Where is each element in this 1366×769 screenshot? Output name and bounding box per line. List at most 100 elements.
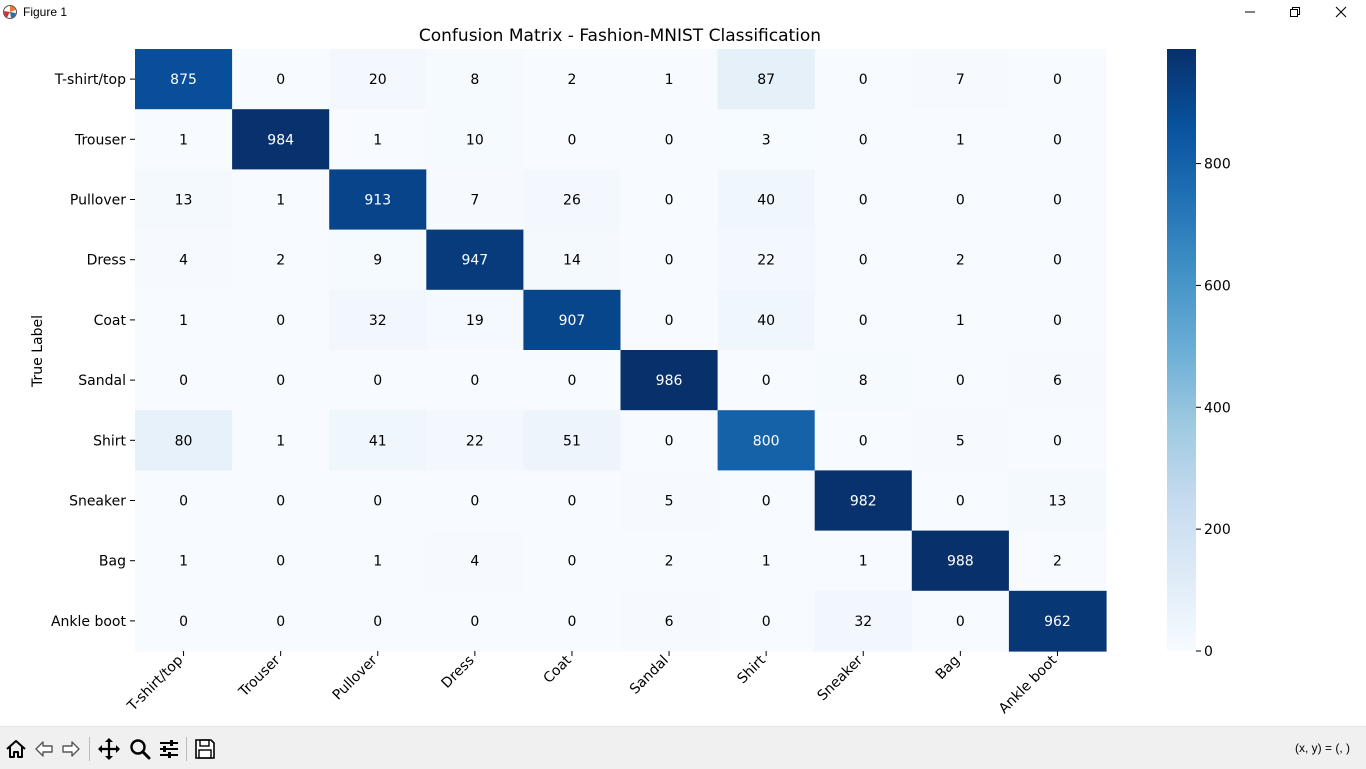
heatmap-cell <box>523 169 622 231</box>
y-tick-label: Shirt <box>93 433 126 449</box>
heatmap-cell <box>1008 229 1107 291</box>
forward-button[interactable] <box>58 736 84 762</box>
y-tick-label: Sandal <box>78 373 126 389</box>
cell-value-label: 40 <box>757 313 775 329</box>
configure-subplots-button[interactable] <box>156 736 182 762</box>
heatmap-cell <box>329 229 427 291</box>
cell-value-label: 8 <box>470 72 479 88</box>
heatmap-cell <box>620 590 719 652</box>
colorbar-tick-label: 800 <box>1204 157 1231 173</box>
cell-value-label: 988 <box>947 554 974 570</box>
cell-value-label: 20 <box>369 72 387 88</box>
cell-value-label: 2 <box>276 253 285 269</box>
cell-value-label: 0 <box>276 72 285 88</box>
cell-value-label: 0 <box>1053 253 1062 269</box>
configure-subplots-icon <box>160 740 178 758</box>
close-icon <box>1335 6 1347 18</box>
back-icon <box>35 741 53 757</box>
cell-value-label: 0 <box>956 494 965 510</box>
cell-value-label: 80 <box>175 433 193 449</box>
minimize-button[interactable] <box>1227 0 1273 24</box>
cell-value-label: 1 <box>179 132 188 148</box>
navigation-toolbar: (x, y) = (, ) <box>0 726 1366 769</box>
chart-title: Confusion Matrix - Fashion-MNIST Classif… <box>419 26 821 46</box>
forward-icon <box>62 741 80 757</box>
heatmap-cell <box>523 530 622 592</box>
y-axis-label: True Label <box>30 315 46 388</box>
cell-value-label: 13 <box>175 193 193 209</box>
cell-value-label: 0 <box>179 494 188 510</box>
y-tick-label: Bag <box>99 554 126 570</box>
cell-value-label: 962 <box>1044 614 1071 630</box>
cell-value-label: 0 <box>762 373 771 389</box>
cell-value-label: 0 <box>567 614 576 630</box>
y-tick-label: Pullover <box>70 193 126 209</box>
heatmap-cell <box>232 350 330 411</box>
heatmap-cell <box>717 109 816 170</box>
heatmap-cell <box>620 229 719 291</box>
cell-value-label: 4 <box>470 554 479 570</box>
heatmap-cell <box>523 229 622 291</box>
cell-value-label: 0 <box>470 373 479 389</box>
heatmap-cell <box>426 49 524 110</box>
cell-value-label: 1 <box>373 554 382 570</box>
home-button[interactable] <box>3 736 29 762</box>
cell-value-label: 0 <box>859 313 868 329</box>
heatmap-cell <box>426 470 524 532</box>
heatmap-cell <box>523 109 622 170</box>
pan-icon <box>98 738 120 760</box>
cell-value-label: 0 <box>276 614 285 630</box>
colorbar: 0 200 400 600 800 <box>1167 49 1231 660</box>
cell-value-label: 0 <box>859 132 868 148</box>
matplotlib-icon <box>3 5 17 19</box>
cell-value-label: 947 <box>461 253 488 269</box>
cell-value-label: 1 <box>762 554 771 570</box>
cell-value-label: 0 <box>470 614 479 630</box>
restore-icon <box>1290 7 1300 17</box>
heatmap-cell <box>426 109 524 170</box>
save-button[interactable] <box>192 736 218 762</box>
cell-value-label: 1 <box>179 313 188 329</box>
cell-value-label: 0 <box>567 554 576 570</box>
heatmap-cell <box>329 590 427 652</box>
pan-button[interactable] <box>96 736 122 762</box>
heatmap-cell <box>1008 49 1107 110</box>
cell-value-label: 41 <box>369 433 387 449</box>
heatmap-cell <box>523 410 622 471</box>
heatmap-cell <box>911 109 1010 170</box>
toolbar-separator <box>186 737 187 761</box>
heatmap-cell <box>135 470 233 532</box>
zoom-icon <box>130 739 151 760</box>
heatmap-cell <box>232 49 330 110</box>
cell-value-label: 0 <box>956 193 965 209</box>
back-button[interactable] <box>31 736 57 762</box>
cell-value-label: 22 <box>757 253 775 269</box>
heatmap-cell <box>523 350 622 411</box>
zoom-button[interactable] <box>127 736 153 762</box>
heatmap-cell <box>911 289 1010 351</box>
close-button[interactable] <box>1318 0 1364 24</box>
cell-value-label: 0 <box>762 494 771 510</box>
cell-value-label: 0 <box>567 373 576 389</box>
heatmap-cell <box>620 289 719 351</box>
cell-value-label: 32 <box>854 614 872 630</box>
x-tick-label: Ankle boot <box>996 652 1061 717</box>
heatmap-cell <box>329 289 427 351</box>
figure-canvas[interactable]: Confusion Matrix - Fashion-MNIST Classif… <box>0 24 1366 726</box>
heatmap-cell <box>1008 590 1107 652</box>
colorbar-tick-label: 200 <box>1204 522 1231 538</box>
heatmap-cell <box>135 289 233 351</box>
cell-value-label: 32 <box>369 313 387 329</box>
heatmap-cell <box>1008 350 1107 411</box>
heatmap-cell <box>232 470 330 532</box>
heatmap-cell <box>426 289 524 351</box>
cell-value-label: 0 <box>276 313 285 329</box>
heatmap-cell <box>329 470 427 532</box>
cell-value-label: 10 <box>466 132 484 148</box>
restore-button[interactable] <box>1272 0 1318 24</box>
heatmap-cell <box>329 109 427 170</box>
heatmap-cell <box>620 49 719 110</box>
heatmap-cell <box>329 49 427 110</box>
heatmap-cell <box>717 470 816 532</box>
heatmap-cell <box>620 350 719 411</box>
